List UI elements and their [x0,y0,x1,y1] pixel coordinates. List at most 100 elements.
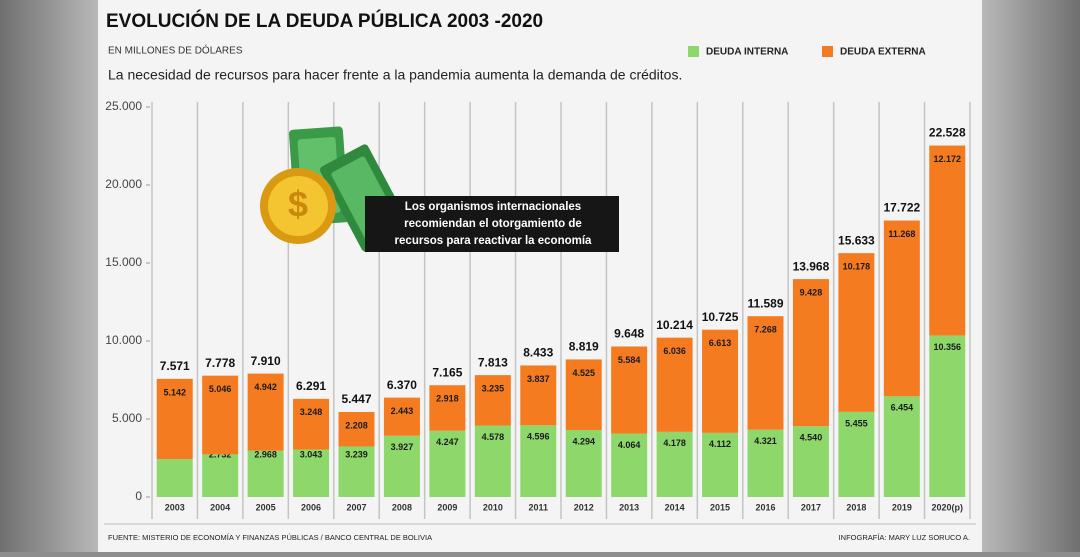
value-label: 9.428 [800,287,823,297]
legend-swatch [688,46,699,57]
x-tick-label: 2019 [892,502,912,512]
bar-segment [929,145,966,336]
total-label: 9.648 [614,327,644,341]
legend-swatch [822,46,833,57]
annotation: recomiendan el otorgamiento de [404,218,582,230]
total-label: 10.214 [656,318,693,332]
bar-segment [929,335,966,497]
bar-segment [383,435,420,497]
bar-segment [520,425,557,497]
total-label: 7.778 [205,356,235,370]
total-label: 6.291 [296,379,326,393]
x-tick-label: 2013 [619,502,639,512]
value-label: 4.578 [482,432,505,442]
bar-segment [838,253,875,412]
description: La necesidad de recursos para hacer fren… [108,67,682,83]
bar-segment [474,425,511,497]
value-label: 4.942 [254,382,277,392]
legend-label: DEUDA INTERNA [706,47,788,58]
x-tick-label: 2020(p) [932,502,964,512]
value-label: 11.268 [888,229,915,239]
y-tick-label: 5.000 [112,411,142,425]
value-label: 3.239 [345,449,368,459]
x-tick-label: 2010 [483,502,503,512]
value-label: 4.525 [572,368,595,378]
value-label: 4.294 [572,436,595,446]
total-label: 7.571 [160,359,190,373]
value-label: 4.064 [618,440,641,450]
bar-segment [565,430,602,497]
x-tick-label: 2009 [437,502,457,512]
total-label: 13.968 [793,259,830,273]
total-label: 8.433 [523,346,553,360]
value-label: 2.968 [254,449,277,459]
value-label: 10.178 [843,262,871,272]
total-label: 15.633 [838,233,875,247]
total-label: 5.447 [341,392,371,406]
y-tick-label: 20.000 [105,177,142,191]
total-label: 11.589 [747,296,783,310]
value-label: 2.443 [391,406,414,416]
bar-segment [474,375,511,426]
svg-text:$: $ [288,184,308,225]
chart-title: EVOLUCIÓN DE LA DEUDA PÚBLICA 2003 -2020 [106,10,543,32]
value-label: 4.540 [800,433,823,443]
bar-segment [838,411,875,497]
value-label: 12.172 [934,154,962,164]
x-tick-label: 2015 [710,502,730,512]
x-tick-label: 2012 [574,502,594,512]
value-label: 4.596 [527,432,550,442]
total-label: 22.528 [929,126,966,140]
total-label: 7.813 [478,355,508,369]
x-tick-label: 2004 [210,502,230,512]
value-label: 2.918 [436,394,459,404]
bar-segment [520,365,557,426]
bar-segment [247,373,284,451]
bar-segment [883,396,920,497]
value-label: 10.356 [934,342,962,352]
bar-segment [338,412,375,447]
value-label: 6.613 [709,338,732,348]
value-label: 4.178 [663,438,686,448]
value-label: 5.046 [209,384,232,394]
value-label: 2.208 [345,420,368,430]
bar-segment [611,433,648,497]
y-tick-label: 25.000 [105,99,142,113]
bar-segment [383,397,420,436]
bar-segment [702,432,739,497]
value-label: 4.247 [436,437,459,447]
annotation: recursos para reactivar la economía [395,235,592,247]
total-label: 8.819 [569,340,599,354]
value-label: 4.112 [709,439,731,449]
bar-segment [792,279,829,427]
bar-segment [656,337,693,432]
bar-segment [156,459,193,497]
bar-segment [429,430,466,497]
x-tick-label: 2017 [801,502,821,512]
bar-segment [293,449,330,497]
value-label: 6.454 [891,403,914,413]
bar-segment [247,450,284,497]
y-tick-label: 15.000 [105,255,142,269]
value-label: 5.142 [163,387,186,397]
x-tick-label: 2006 [301,502,321,512]
x-tick-label: 2003 [165,502,185,512]
bar-segment [293,398,330,450]
bar-segment [202,454,239,497]
subtitle: EN MILLONES DE DÓLARES [108,44,243,57]
bar-segment [611,346,648,434]
total-label: 7.165 [432,365,462,379]
value-label: 4.321 [754,436,777,446]
x-tick-label: 2014 [665,502,685,512]
total-label: 17.722 [883,201,920,215]
bar-segment [702,329,739,433]
value-label: 3.043 [300,449,323,459]
annotation-box [365,196,619,252]
x-tick-label: 2007 [346,502,366,512]
bar-segment [429,385,466,431]
bar-segment [338,446,375,497]
value-label: 3.248 [300,407,323,417]
value-label: 3.837 [527,374,550,384]
bar-segment [747,429,784,497]
